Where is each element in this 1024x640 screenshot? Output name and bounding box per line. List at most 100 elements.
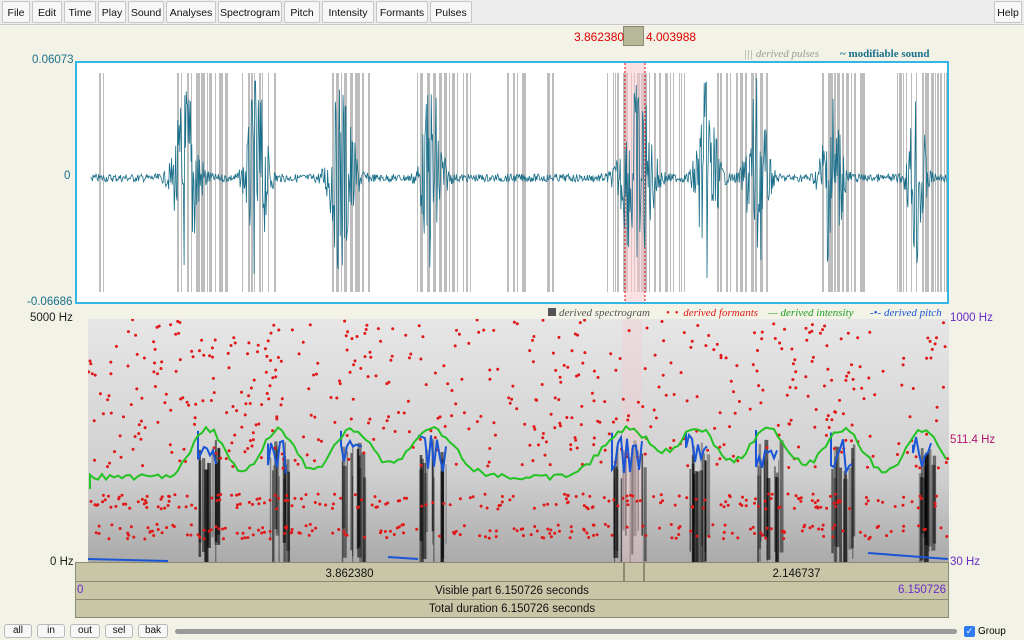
duration-before-selection[interactable]: 3.862380 <box>75 562 624 582</box>
menu-play[interactable]: Play <box>98 1 126 23</box>
formant-dot <box>832 447 836 451</box>
spectrogram-panel[interactable] <box>88 319 949 562</box>
formant-dot <box>160 531 164 535</box>
total-duration-bar[interactable]: Total duration 6.150726 seconds <box>75 599 949 618</box>
formant-dot <box>664 393 668 397</box>
formant-dot <box>564 497 568 501</box>
formant-dot <box>523 422 527 426</box>
spectrogram-energy-band <box>920 448 924 534</box>
formant-dot <box>317 438 320 442</box>
formant-dot <box>885 534 888 538</box>
formant-dot <box>479 414 483 418</box>
menu-edit[interactable]: Edit <box>32 1 62 23</box>
visible-part-bar[interactable]: Visible part 6.150726 seconds <box>75 581 949 600</box>
formant-dot <box>301 340 305 344</box>
formant-dot <box>202 353 206 357</box>
formant-dot <box>243 450 247 454</box>
formant-dot <box>833 492 837 496</box>
formant-dot <box>860 386 864 390</box>
selection-handle[interactable] <box>623 26 644 46</box>
menu-help[interactable]: Help <box>994 1 1022 23</box>
formant-dot <box>136 500 140 504</box>
formant-dot <box>219 456 223 460</box>
formant-dot <box>355 335 359 338</box>
formant-dots <box>88 319 949 541</box>
formant-dot <box>868 434 872 438</box>
formant-dot <box>719 353 723 357</box>
menu-time[interactable]: Time <box>64 1 96 23</box>
formant-dot <box>933 342 937 346</box>
formant-dot <box>583 319 587 322</box>
formant-dot <box>308 522 312 526</box>
waveform-canvas[interactable] <box>77 63 947 302</box>
spectrogram-energy-band <box>341 461 344 562</box>
formant-dot <box>128 506 132 510</box>
pulse-mark <box>751 73 754 292</box>
zoom-sel-button[interactable]: sel <box>105 624 133 638</box>
selection-duration-bar[interactable] <box>624 562 644 582</box>
spectrogram-energy-band <box>358 455 361 547</box>
menu-formants[interactable]: Formants <box>376 1 428 23</box>
menu-file[interactable]: File <box>2 1 30 23</box>
formant-dot <box>185 533 189 537</box>
menu-bar: File Edit Time Play Sound Analyses Spect… <box>0 0 1024 25</box>
pulse-mark <box>259 73 261 292</box>
formant-dot <box>751 525 755 529</box>
formant-dot <box>266 339 270 343</box>
formant-dot <box>741 495 744 499</box>
formant-dot <box>263 501 266 505</box>
spectrogram-energy-band <box>775 476 778 562</box>
wave-ymax-label: 0.06073 <box>32 54 74 66</box>
zoom-out-button[interactable]: out <box>70 624 100 638</box>
horizontal-scrollbar[interactable] <box>175 629 957 634</box>
formant-dot <box>733 411 737 415</box>
menu-analyses[interactable]: Analyses <box>166 1 216 23</box>
formant-dot <box>586 507 590 511</box>
menu-pulses[interactable]: Pulses <box>430 1 472 23</box>
spectrogram-energy-band <box>773 466 776 552</box>
zoom-back-button[interactable]: bak <box>138 624 168 638</box>
formant-dot <box>557 398 561 402</box>
formant-dot <box>603 448 607 452</box>
menu-spectrogram[interactable]: Spectrogram <box>218 1 282 23</box>
zoom-in-button[interactable]: in <box>37 624 65 638</box>
formant-dot <box>920 497 924 501</box>
formant-dot <box>177 505 181 509</box>
pulse-mark <box>607 73 608 292</box>
formant-dot <box>383 530 387 533</box>
spectrogram-energy-band <box>700 442 703 546</box>
formant-dot <box>712 348 716 352</box>
formant-dot <box>169 323 173 327</box>
spectrogram-canvas[interactable] <box>88 319 949 562</box>
formant-dot <box>305 453 309 457</box>
formant-dot <box>941 385 945 389</box>
formant-dot <box>559 424 562 428</box>
pulse-mark <box>274 73 276 292</box>
formant-dot <box>810 323 814 327</box>
formant-dot <box>690 339 694 343</box>
formant-dot <box>160 495 164 499</box>
pulse-mark <box>177 73 179 292</box>
spectrogram-selection-highlight <box>622 319 642 562</box>
formant-dot <box>240 390 243 394</box>
zoom-all-button[interactable]: all <box>4 624 32 638</box>
menu-pitch[interactable]: Pitch <box>284 1 320 23</box>
formant-dot <box>811 492 815 496</box>
formant-dot <box>558 375 562 379</box>
formant-dot <box>286 499 290 503</box>
formant-dot <box>566 365 570 369</box>
formant-dot <box>92 419 96 423</box>
formant-dot <box>592 443 596 447</box>
formant-dot <box>902 495 906 499</box>
spectrogram-energy-band <box>845 478 849 562</box>
formant-dot <box>283 499 287 502</box>
pulse-mark <box>937 73 939 292</box>
menu-sound[interactable]: Sound <box>128 1 164 23</box>
group-checkbox[interactable]: ✓ <box>964 626 975 637</box>
formant-dot <box>641 405 645 409</box>
waveform-panel[interactable] <box>75 61 949 304</box>
menu-intensity[interactable]: Intensity <box>322 1 374 23</box>
formant-dot <box>231 405 235 408</box>
duration-after-selection[interactable]: 2.146737 <box>644 562 949 582</box>
formant-dot <box>657 385 661 389</box>
